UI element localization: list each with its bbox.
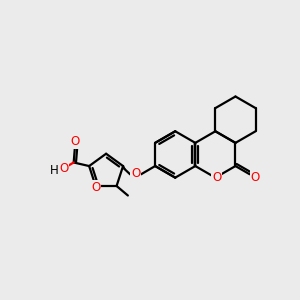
Text: O: O: [91, 181, 100, 194]
Text: O: O: [70, 135, 80, 148]
Text: O: O: [131, 167, 140, 180]
Text: O: O: [251, 171, 260, 184]
Text: O: O: [59, 162, 68, 175]
Text: H: H: [50, 164, 58, 177]
Text: O: O: [212, 171, 221, 184]
